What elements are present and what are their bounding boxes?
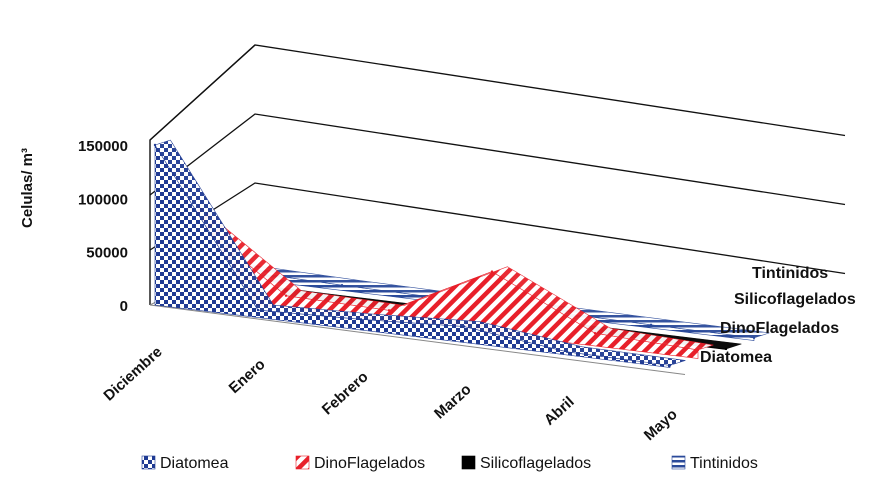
legend-swatch — [671, 455, 686, 470]
data-point — [256, 308, 260, 312]
legend-label: Silicoflagelados — [480, 455, 591, 472]
data-point — [752, 336, 756, 340]
data-point — [462, 325, 466, 328]
y-tick-label: 50000 — [86, 245, 128, 262]
x-tick-label: Febrero — [319, 368, 372, 418]
data-point — [340, 283, 344, 287]
data-point — [696, 348, 700, 352]
series-depth-label: Silicoflagelados — [734, 291, 856, 308]
x-tick-label: Abril — [541, 393, 578, 428]
y-tick-label: 0 — [120, 298, 128, 315]
data-point — [284, 294, 288, 297]
legend-swatch — [141, 455, 156, 470]
y-tick-label: 100000 — [78, 191, 128, 208]
y-axis-ticks: 0 50000 100000 150000 — [78, 138, 128, 315]
data-point — [387, 309, 391, 312]
x-tick-label: Marzo — [431, 381, 475, 423]
y-tick-label: 150000 — [78, 138, 128, 155]
legend-swatch — [295, 455, 310, 470]
data-point — [490, 270, 494, 273]
series-depth-label: Diatomea — [700, 349, 772, 366]
gridline — [149, 113, 846, 206]
data-point — [359, 318, 363, 321]
data-point — [593, 332, 597, 335]
series-depth-labels: Diatomea DinoFlagelados Silicoflagelados Ti… — [700, 265, 856, 366]
series-diatomea — [153, 139, 686, 368]
gridlines — [149, 44, 846, 275]
y-axis-label: Celulas/ m³ — [19, 148, 36, 228]
data-point — [565, 350, 569, 353]
floor-edge — [149, 304, 686, 375]
series-depth-label: DinoFlagelados — [720, 320, 839, 337]
series-layer — [153, 139, 770, 368]
legend-label: Tintinidos — [690, 455, 758, 472]
gridline — [149, 44, 846, 141]
x-tick-label: Mayo — [641, 406, 681, 444]
data-point — [668, 364, 672, 367]
data-point — [724, 347, 728, 351]
series-depth-label: Tintinidos — [752, 265, 828, 282]
x-tick-label: Enero — [226, 356, 269, 397]
legend-swatch — [461, 455, 476, 470]
legend: Diatomea DinoFlagelados Silicoflagelados Ti… — [141, 455, 758, 472]
data-point — [153, 143, 157, 147]
legend-label: DinoFlagelados — [314, 455, 425, 472]
data-point — [649, 323, 653, 326]
legend-label: Diatomea — [160, 455, 229, 472]
x-tick-label: Diciembre — [100, 343, 165, 404]
